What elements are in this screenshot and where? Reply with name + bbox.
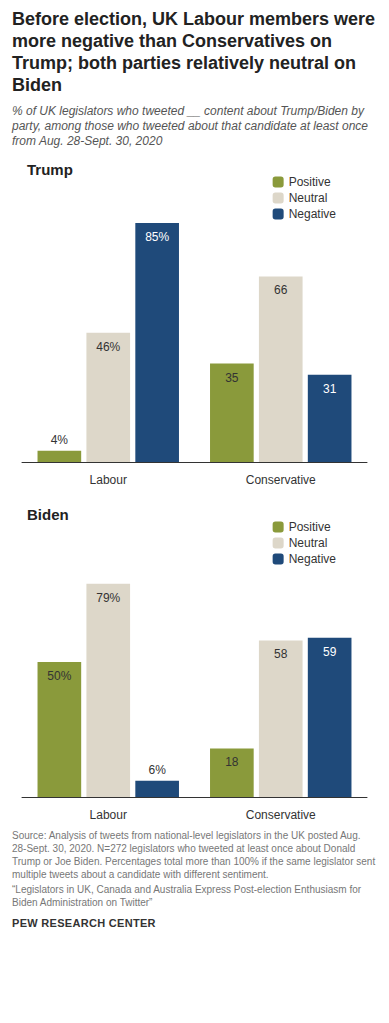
html-text:% of UK legislators who tweete: % of UK legislators who tweeted __ conte… xyxy=(12,104,368,148)
svg-text:18: 18 xyxy=(225,755,239,769)
html-text:“Legislators in UK, Canada and: “Legislators in UK, Canada and Australia… xyxy=(12,884,362,908)
svg-text:Neutral: Neutral xyxy=(289,191,328,205)
svg-text:35: 35 xyxy=(225,371,239,385)
svg-text:Neutral: Neutral xyxy=(289,536,328,550)
svg-text:Positive: Positive xyxy=(289,175,331,189)
svg-text:Biden: Biden xyxy=(27,506,69,523)
svg-text:85%: 85% xyxy=(145,230,169,244)
svg-text:Positive: Positive xyxy=(289,520,331,534)
svg-text:66: 66 xyxy=(274,283,288,297)
svg-text:79%: 79% xyxy=(96,591,120,605)
html-text:Source: Analysis of tweets fro: Source: Analysis of tweets from national… xyxy=(12,830,376,880)
svg-text:50%: 50% xyxy=(47,669,71,683)
svg-text:Labour: Labour xyxy=(90,473,127,487)
html-text:PEW RESEARCH CENTER: PEW RESEARCH CENTER xyxy=(12,917,156,929)
html-text:Before election, UK Labour mem: Before election, UK Labour members were … xyxy=(12,9,376,95)
svg-text:46%: 46% xyxy=(96,340,120,354)
svg-text:59: 59 xyxy=(323,645,337,659)
svg-text:58: 58 xyxy=(274,647,288,661)
svg-text:Conservative: Conservative xyxy=(246,808,316,822)
svg-text:Conservative: Conservative xyxy=(246,473,316,487)
svg-text:31: 31 xyxy=(323,382,337,396)
svg-text:Labour: Labour xyxy=(90,808,127,822)
svg-text:Trump: Trump xyxy=(27,161,73,178)
svg-text:Negative: Negative xyxy=(289,207,337,221)
svg-text:6%: 6% xyxy=(148,763,166,777)
svg-text:4%: 4% xyxy=(51,433,69,447)
svg-text:Negative: Negative xyxy=(289,552,337,566)
